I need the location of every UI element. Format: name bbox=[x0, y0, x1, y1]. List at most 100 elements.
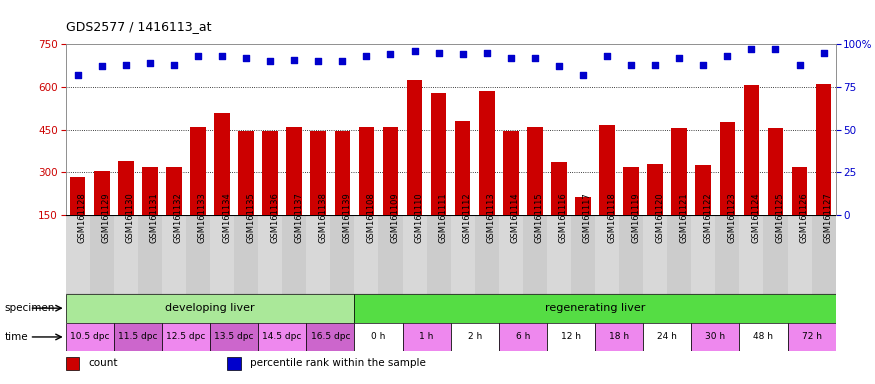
Text: 10.5 dpc: 10.5 dpc bbox=[70, 333, 109, 341]
Bar bbox=[114, 323, 162, 351]
Bar bbox=[114, 215, 138, 294]
Point bbox=[745, 46, 759, 52]
Bar bbox=[499, 323, 547, 351]
Bar bbox=[228, 357, 242, 370]
Bar bbox=[138, 215, 162, 294]
Text: GSM161124: GSM161124 bbox=[752, 192, 760, 243]
Bar bbox=[451, 215, 475, 294]
Point bbox=[793, 61, 807, 68]
Bar bbox=[739, 323, 788, 351]
Point bbox=[720, 53, 734, 59]
Text: 16.5 dpc: 16.5 dpc bbox=[311, 333, 350, 341]
Text: GSM161134: GSM161134 bbox=[222, 192, 231, 243]
Point bbox=[71, 72, 85, 78]
Bar bbox=[66, 294, 354, 323]
Point bbox=[360, 53, 374, 59]
Text: GSM161110: GSM161110 bbox=[415, 192, 424, 243]
Text: GSM161112: GSM161112 bbox=[463, 192, 472, 243]
Point bbox=[528, 55, 542, 61]
Bar bbox=[691, 323, 739, 351]
Text: 2 h: 2 h bbox=[467, 333, 482, 341]
Text: GSM161125: GSM161125 bbox=[775, 192, 785, 243]
Bar bbox=[716, 215, 739, 294]
Bar bbox=[575, 197, 591, 258]
Text: 30 h: 30 h bbox=[705, 333, 725, 341]
Bar bbox=[66, 357, 80, 370]
Text: GSM161126: GSM161126 bbox=[800, 192, 808, 243]
Bar bbox=[70, 177, 86, 258]
Text: 24 h: 24 h bbox=[657, 333, 677, 341]
Point bbox=[335, 58, 349, 64]
Bar bbox=[354, 215, 379, 294]
Text: GSM161115: GSM161115 bbox=[535, 192, 544, 243]
Text: GSM161127: GSM161127 bbox=[823, 192, 833, 243]
Bar bbox=[402, 323, 451, 351]
Bar bbox=[599, 125, 615, 258]
Bar bbox=[763, 215, 788, 294]
Text: 72 h: 72 h bbox=[802, 333, 822, 341]
Bar bbox=[792, 167, 808, 258]
Text: 6 h: 6 h bbox=[515, 333, 530, 341]
Bar bbox=[595, 215, 619, 294]
Bar bbox=[620, 215, 643, 294]
Text: GSM161130: GSM161130 bbox=[126, 192, 135, 243]
Bar bbox=[354, 323, 402, 351]
Point bbox=[624, 61, 638, 68]
Bar bbox=[66, 323, 114, 351]
Bar bbox=[354, 294, 836, 323]
Bar bbox=[66, 215, 90, 294]
Text: 12 h: 12 h bbox=[561, 333, 581, 341]
Bar bbox=[359, 127, 374, 258]
Text: time: time bbox=[4, 332, 28, 342]
Point bbox=[383, 51, 397, 58]
Text: GSM161131: GSM161131 bbox=[150, 192, 159, 243]
Bar bbox=[671, 128, 687, 258]
Bar bbox=[527, 127, 542, 258]
Bar bbox=[812, 215, 836, 294]
Point bbox=[191, 53, 205, 59]
Text: GSM161111: GSM161111 bbox=[438, 192, 448, 243]
Text: GSM161122: GSM161122 bbox=[704, 192, 712, 243]
Bar bbox=[210, 323, 258, 351]
Text: 1 h: 1 h bbox=[419, 333, 434, 341]
Bar bbox=[282, 215, 306, 294]
Bar bbox=[238, 131, 254, 258]
Bar bbox=[94, 171, 109, 258]
Bar bbox=[258, 215, 282, 294]
Bar bbox=[427, 215, 451, 294]
Bar bbox=[90, 215, 114, 294]
Point bbox=[480, 50, 494, 56]
Point bbox=[408, 48, 422, 54]
Text: GSM161133: GSM161133 bbox=[198, 192, 207, 243]
Point bbox=[672, 55, 686, 61]
Bar bbox=[382, 127, 398, 258]
Point bbox=[312, 58, 326, 64]
Bar bbox=[547, 215, 571, 294]
Text: count: count bbox=[88, 358, 118, 369]
Bar bbox=[503, 131, 519, 258]
Text: GDS2577 / 1416113_at: GDS2577 / 1416113_at bbox=[66, 20, 211, 33]
Bar bbox=[379, 215, 402, 294]
Bar bbox=[523, 215, 547, 294]
Bar bbox=[142, 167, 158, 258]
Bar bbox=[595, 323, 643, 351]
Text: GSM161121: GSM161121 bbox=[679, 192, 689, 243]
Text: 14.5 dpc: 14.5 dpc bbox=[262, 333, 302, 341]
Point bbox=[648, 61, 662, 68]
Text: 13.5 dpc: 13.5 dpc bbox=[214, 333, 254, 341]
Bar bbox=[334, 131, 350, 258]
Bar bbox=[816, 84, 831, 258]
Text: regenerating liver: regenerating liver bbox=[545, 303, 645, 313]
Bar bbox=[643, 323, 691, 351]
Bar bbox=[571, 215, 595, 294]
Point bbox=[696, 61, 710, 68]
Point bbox=[94, 63, 108, 70]
Text: GSM161136: GSM161136 bbox=[270, 192, 279, 243]
Point bbox=[167, 61, 181, 68]
Bar bbox=[214, 113, 230, 258]
Bar bbox=[547, 323, 595, 351]
Text: GSM161129: GSM161129 bbox=[102, 192, 111, 243]
Bar bbox=[767, 128, 783, 258]
Bar bbox=[719, 122, 735, 258]
Text: GSM161117: GSM161117 bbox=[583, 192, 592, 243]
